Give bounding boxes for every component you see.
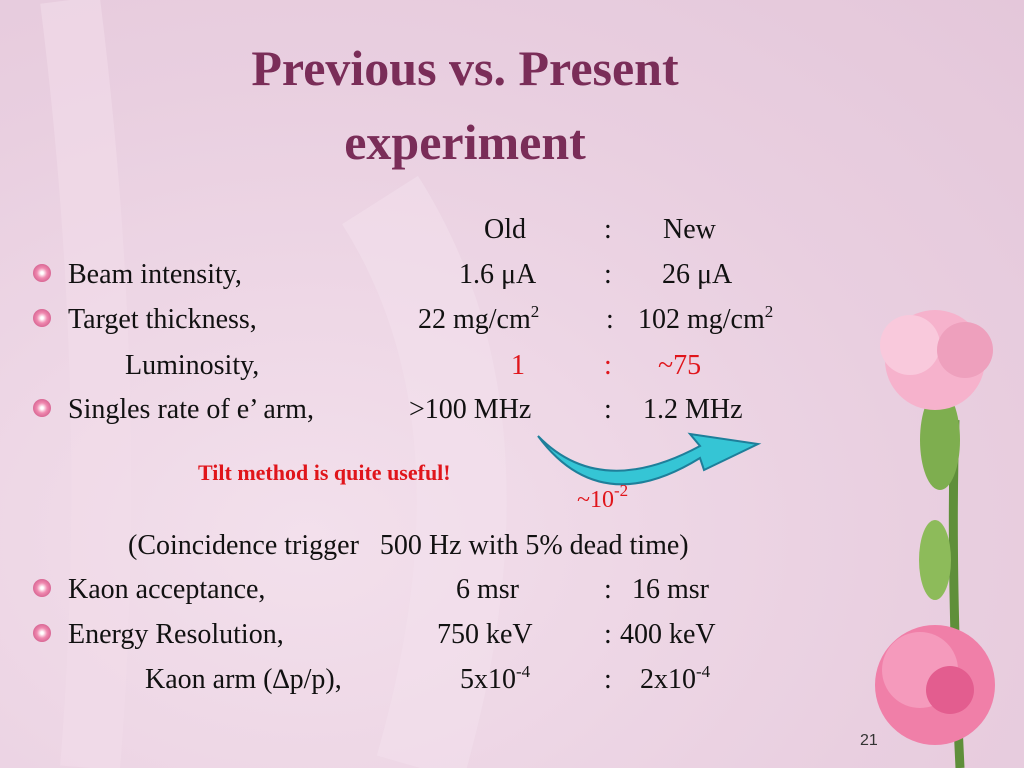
new-base: 102 mg/cm [638,304,765,335]
annotation-ratio: ~10-2 [577,481,629,517]
separator: : [604,259,612,290]
old-value: 750 keV [437,619,533,650]
ratio-base: ~10 [577,487,614,513]
old-value: >100 MHz [409,394,532,425]
new-value: 26 μA [662,259,733,290]
new-value: ~75 [658,350,702,381]
bullet [33,264,51,282]
new-value: 102 mg/cm2 [638,303,773,337]
old-base: 22 mg/cm [418,304,531,335]
row-label: Kaon acceptance, [68,574,266,605]
title-line: experiment [344,114,586,170]
new-sup: 2 [764,302,774,321]
title-line: Previous vs. Present [251,40,679,96]
bullet [33,309,51,327]
separator: : [604,394,612,425]
new-sup: -4 [696,662,711,681]
separator: : [604,574,612,605]
page-number: 21 [860,732,878,749]
old-base: 5x10 [460,664,516,695]
header-old: Old [484,214,526,245]
new-value: 400 keV [620,619,716,650]
new-base: 2x10 [640,664,696,695]
old-value: 22 mg/cm2 [418,303,539,337]
bullet [33,399,51,417]
row-label: Luminosity, [125,350,260,381]
old-value: 1 [511,350,525,381]
row-label: Energy Resolution, [68,619,284,650]
row-label: Target thickness, [68,304,257,335]
row-label: Singles rate of e’ arm, [68,394,314,425]
separator: : [604,664,612,695]
separator: : [606,304,614,335]
row-label: Beam intensity, [68,259,242,290]
header-new: New [663,214,716,245]
bullet [33,579,51,597]
old-sup: 2 [530,302,540,321]
bullet [33,624,51,642]
new-value: 1.2 MHz [643,394,743,425]
annotation: Tilt method is quite useful! [198,460,451,485]
new-value: 16 msr [632,574,709,605]
new-value: 2x10-4 [640,663,710,697]
old-value: 1.6 μA [459,259,537,290]
separator: : [604,350,612,381]
separator: : [604,214,612,245]
row-label: Kaon arm (∆p/p), [145,664,342,695]
ratio-sup: -2 [613,481,629,500]
note: (Coincidence trigger 500 Hz with 5% dead… [128,530,689,561]
old-sup: -4 [516,662,531,681]
old-value: 6 msr [456,574,519,605]
separator: : [604,619,612,650]
old-value: 5x10-4 [460,663,530,697]
